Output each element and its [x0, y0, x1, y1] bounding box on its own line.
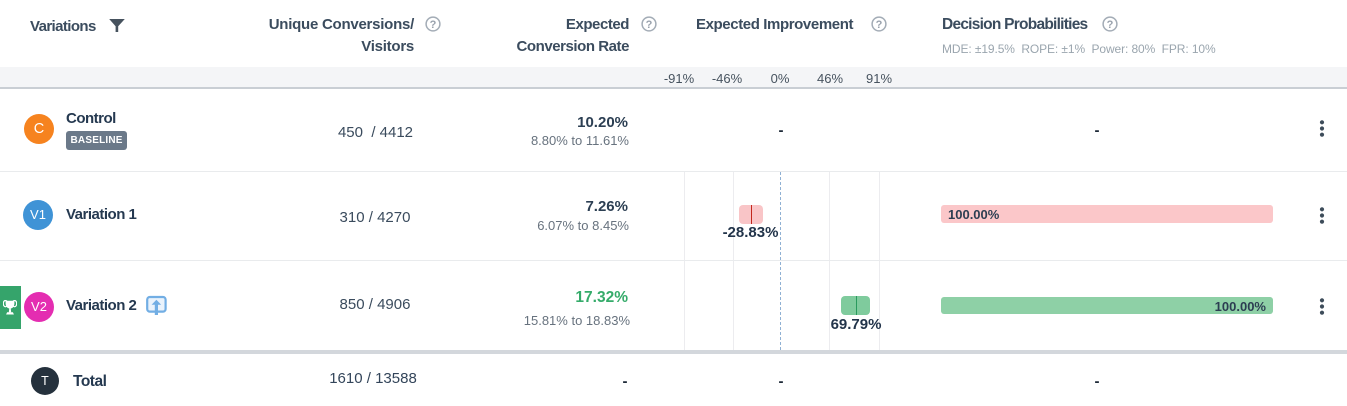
svg-text:?: ?	[876, 19, 883, 31]
svg-text:?: ?	[1107, 19, 1114, 31]
svg-text:?: ?	[646, 19, 653, 31]
svg-text:?: ?	[430, 19, 437, 31]
